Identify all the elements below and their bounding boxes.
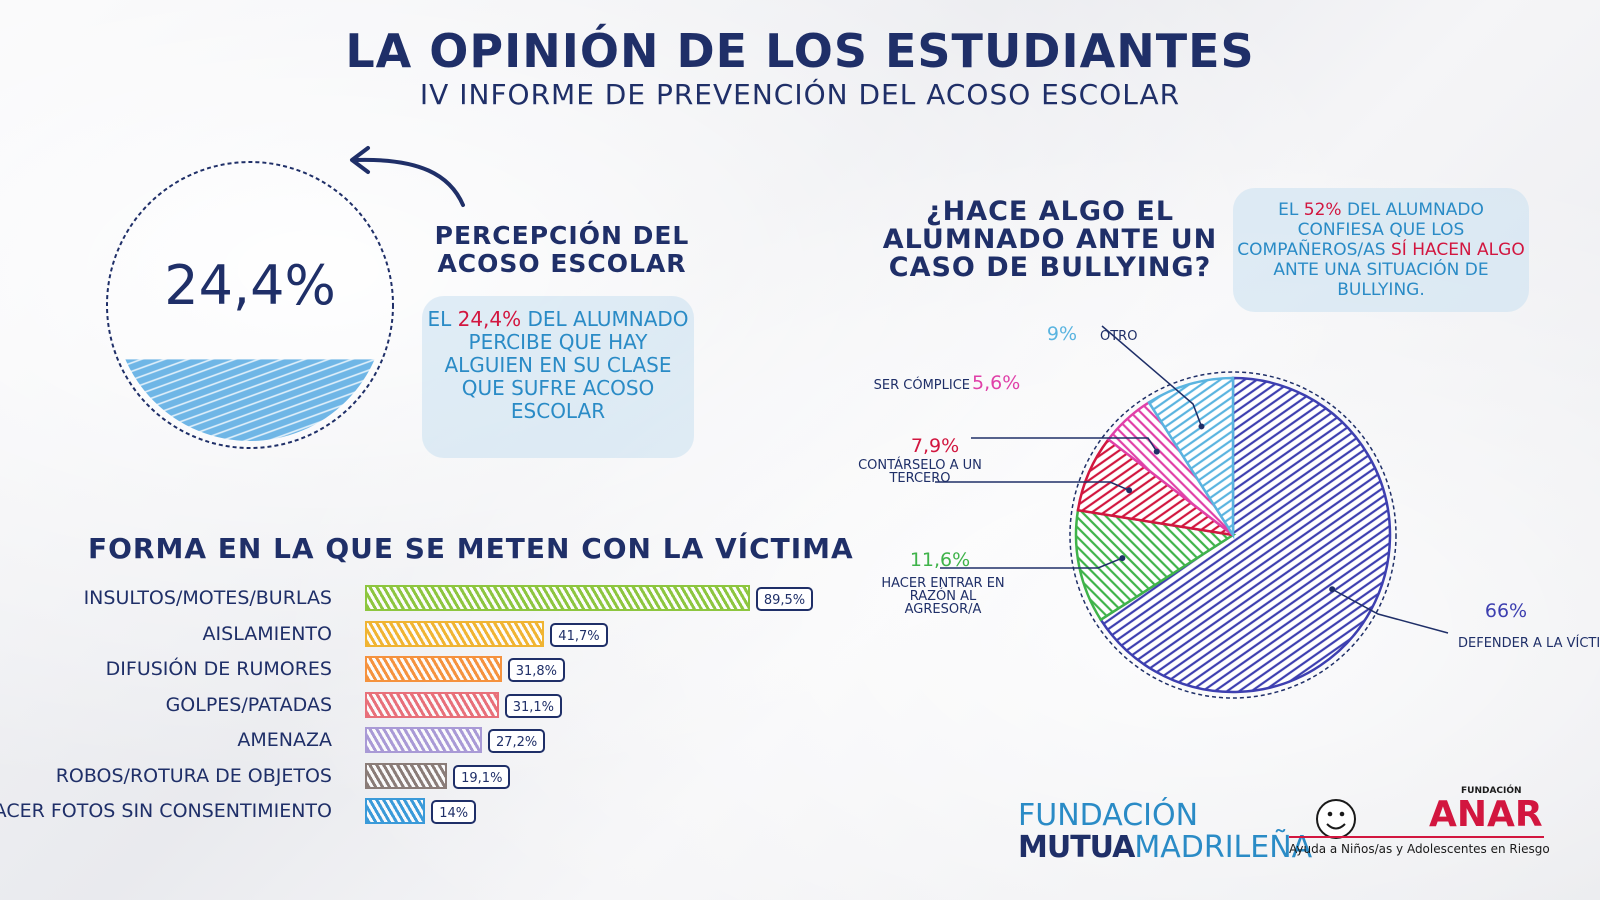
bar-category-label: AMENAZA	[237, 729, 332, 751]
bar	[365, 798, 426, 824]
perception-value: 24,4%	[164, 254, 336, 317]
pie-category-label: OTRO	[1100, 329, 1137, 344]
pie-category-label: CONTÁRSELO A UN TERCERO	[858, 457, 982, 486]
perception-note: EL 24,4% DEL ALUMNADO PERCIBE QUE HAY AL…	[422, 296, 694, 458]
pie-value-label: 11,6%	[910, 549, 970, 571]
bar-category-label: INSULTOS/MOTES/BURLAS	[83, 587, 332, 609]
arrow-icon	[353, 157, 465, 207]
bar-row: AMENAZA 27,2%	[0, 725, 1000, 755]
pie-slice	[1147, 376, 1235, 540]
logo-mm-line2a: MUTUA	[1018, 830, 1135, 865]
bar	[365, 727, 482, 753]
perception-note-highlight: 24,4%	[457, 307, 522, 331]
bar	[365, 585, 750, 611]
bar	[365, 762, 448, 789]
pie-value-label: 7,9%	[911, 435, 959, 457]
pie-category-label: HACER ENTRAR EN RAZÓN AL AGRESOR/A	[881, 576, 1004, 617]
bar-value-label: 89,5%	[755, 587, 814, 611]
pie-leader-line	[935, 481, 1130, 491]
bar-value-label: 14%	[431, 800, 477, 824]
logo-mm-line2b: MADRILEÑA	[1134, 830, 1313, 865]
bar-row: DIFUSIÓN DE RUMORES 31,8%	[0, 654, 1000, 684]
pie-note-suffix: ANTE UNA SITUACIÓN DE BULLYING.	[1273, 260, 1489, 300]
bar	[365, 691, 499, 718]
pie-leader-line	[971, 437, 1158, 452]
pie-note-prefix: EL	[1278, 200, 1299, 220]
anar-tagline: Ayuda a Niños/as y Adolescentes en Riesg…	[1289, 842, 1550, 856]
bar-category-label: AISLAMIENTO	[202, 622, 332, 645]
bar-row: ROBOS/ROTURA DE OBJETOS 19,1%	[0, 761, 1000, 791]
bar-chart-title: FORMA EN LA QUE SE METEN CON LA VÍCTIMA	[88, 532, 854, 565]
perception-title: PERCEPCIÓN DEL ACOSO ESCOLAR	[434, 221, 690, 278]
anar-big-text: ANAR	[1429, 794, 1543, 835]
bar-value-label: 41,7%	[550, 622, 608, 647]
bar-category-label: GOLPES/PATADAS	[165, 693, 332, 716]
bar-row: AISLAMIENTO 41,7%	[0, 619, 1000, 649]
bar-row: HACER FOTOS SIN CONSENTIMIENTO 14%	[0, 796, 1000, 826]
bar-category-label: ROBOS/ROTURA DE OBJETOS	[55, 764, 332, 787]
pie-note-highlight-1: 52%	[1303, 200, 1342, 220]
bar	[365, 620, 545, 647]
pie-value-label: 66%	[1485, 600, 1527, 622]
logo-fundacion-mutua-madrilena: FUNDACIÓN MUTUAMADRILEÑA	[1018, 800, 1312, 864]
bar	[365, 656, 502, 682]
pie-slice	[1074, 508, 1237, 622]
pie-note: EL 52% DEL ALUMNADO CONFIESA QUE LOS COM…	[1233, 188, 1529, 312]
bar-value-label: 31,8%	[507, 658, 566, 682]
perception-note-text: DEL ALUMNADO PERCIBE QUE HAY ALGUIEN EN …	[444, 307, 689, 423]
bar-category-label: DIFUSIÓN DE RUMORES	[105, 658, 332, 680]
page-title: LA OPINIÓN DE LOS ESTUDIANTES	[345, 24, 1255, 78]
bar-category-label: HACER FOTOS SIN CONSENTIMIENTO	[0, 800, 332, 822]
pie-value-label: 9%	[1047, 323, 1077, 345]
logo-mm-line1: FUNDACIÓN	[1018, 798, 1199, 833]
pie-value-label: 5,6%	[972, 372, 1020, 394]
anar-small-text: FUNDACIÓN	[1461, 786, 1522, 796]
pie-outer-ring	[1069, 371, 1397, 699]
page-subtitle: IV INFORME DE PREVENCIÓN DEL ACOSO ESCOL…	[419, 78, 1181, 111]
anar-smiley-icon	[1289, 799, 1544, 839]
perception-circle-wrap: 24,4%	[107, 162, 393, 448]
pie-note-middle: DEL ALUMNADO CONFIESA QUE LOS COMPAÑEROS…	[1237, 200, 1484, 260]
pie-leader-line	[1101, 325, 1203, 427]
pie-leader-line	[1331, 588, 1449, 634]
bar-value-label: 27,2%	[487, 729, 546, 753]
bar-value-label: 19,1%	[453, 764, 511, 789]
pie-chart-title: ¿HACE ALGO EL ALUMNADO ANTE UN CASO DE B…	[882, 196, 1218, 283]
pie-category-label: SER CÓMPLICE	[874, 377, 970, 393]
logo-fundacion-anar: FUNDACIÓN ANAR Ayuda a Niños/as y Adoles…	[1289, 786, 1565, 886]
bar-value-label: 31,1%	[504, 693, 563, 718]
pie-category-label: DEFENDER A LA VÍCTIMA	[1458, 635, 1600, 651]
pie-note-highlight-2: SÍ HACEN ALGO	[1391, 240, 1525, 260]
pie-leader-line	[940, 557, 1123, 569]
bar-row: INSULTOS/MOTES/BURLAS 89,5%	[0, 583, 1000, 613]
bar-row: GOLPES/PATADAS 31,1%	[0, 690, 1000, 720]
perception-note-prefix: EL	[427, 307, 452, 331]
